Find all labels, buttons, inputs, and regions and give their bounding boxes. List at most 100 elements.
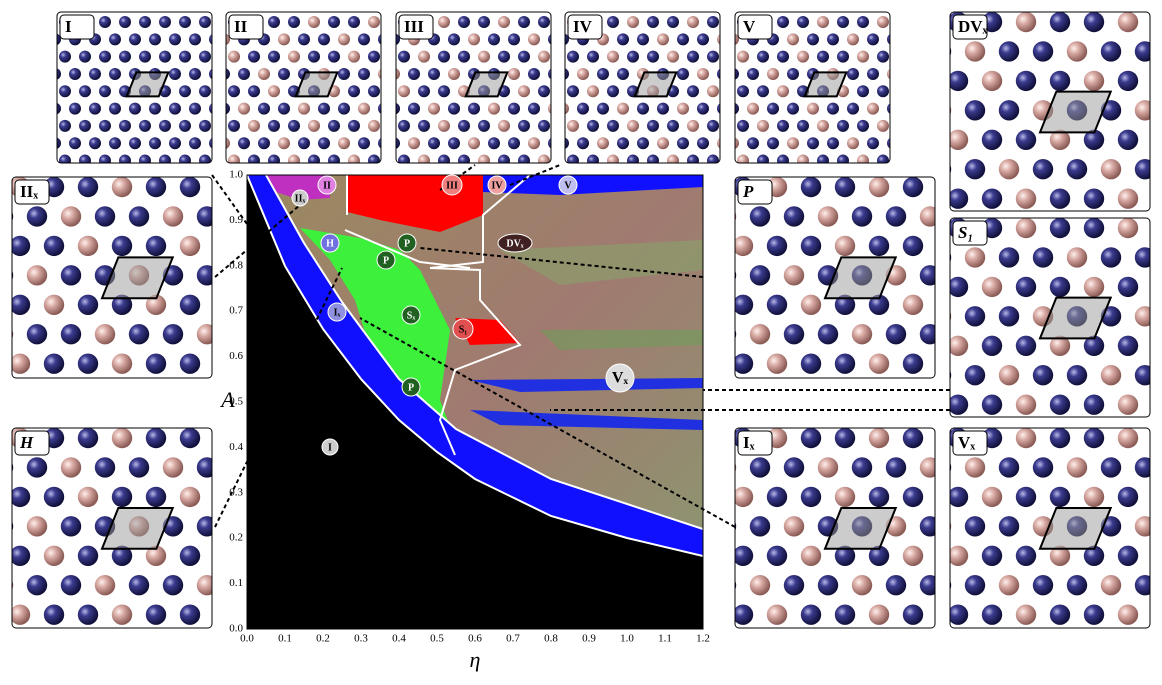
particle [95, 398, 115, 418]
particle [735, 67, 739, 80]
particle [1032, 41, 1054, 62]
particle [807, 137, 819, 150]
particle [478, 16, 490, 28]
particle [568, 0, 580, 11]
particle [800, 545, 822, 566]
x-tick-label: 0.8 [544, 633, 558, 645]
particle [627, 119, 639, 132]
particle [508, 0, 520, 11]
inset-frame [395, 11, 552, 164]
particle [735, 137, 739, 150]
particle [438, 16, 450, 28]
particle [1152, 546, 1162, 566]
x-tick-label: 0.6 [468, 633, 482, 645]
particle [1066, 159, 1088, 180]
particle [61, 398, 81, 418]
region-badge [327, 302, 347, 322]
particle [847, 67, 859, 80]
x-tick-label: 0.4 [392, 633, 406, 645]
particle [149, 102, 161, 115]
particle [868, 486, 890, 508]
particle [111, 428, 133, 449]
particle [907, 68, 919, 80]
particle [119, 119, 131, 132]
particle [518, 119, 530, 132]
particle [577, 137, 589, 150]
particle [27, 383, 47, 403]
particle [488, 102, 500, 115]
particle [12, 516, 14, 537]
region-badge [397, 233, 417, 253]
particle [1083, 129, 1105, 150]
particle [777, 119, 789, 132]
y-tick-label: 0.6 [229, 350, 243, 362]
particle [687, 85, 699, 98]
particle [877, 85, 889, 98]
region-badge [452, 318, 474, 340]
unit-cell [125, 71, 170, 98]
particle [998, 365, 1020, 386]
particle [428, 67, 440, 80]
particle [950, 188, 969, 209]
particle [817, 119, 829, 132]
particle [1049, 545, 1071, 566]
particle [1015, 129, 1037, 150]
unit-cell [823, 256, 898, 300]
particle [209, 33, 212, 46]
particle [468, 33, 480, 46]
particle [981, 394, 1003, 415]
particle [179, 50, 191, 63]
region-label: I [328, 442, 332, 453]
particle [907, 137, 919, 149]
particle [226, 33, 230, 46]
particle [757, 119, 769, 132]
particle [43, 604, 65, 625]
particle [26, 575, 48, 596]
particle [931, 0, 951, 3]
unit-cell [464, 71, 509, 98]
inset-frame [56, 11, 213, 164]
particle [998, 306, 1020, 327]
particle [60, 206, 82, 227]
particle [627, 16, 639, 28]
particle [197, 634, 217, 654]
particle [169, 137, 181, 150]
particle [735, 294, 754, 315]
particle [766, 353, 788, 374]
particle [258, 67, 270, 80]
particle [914, 394, 934, 414]
particle [109, 67, 121, 80]
particle [26, 457, 48, 478]
particle [1152, 277, 1162, 297]
particle [827, 33, 839, 46]
inset [12, 177, 234, 403]
particle [139, 154, 151, 163]
particle [1032, 365, 1054, 386]
particle [1033, 634, 1053, 654]
particle [196, 457, 212, 478]
label-box [737, 179, 773, 205]
particle [27, 398, 47, 418]
particle [214, 236, 234, 256]
particle [228, 119, 240, 132]
region [247, 175, 703, 629]
particle [418, 154, 430, 163]
particle [1049, 428, 1071, 449]
particle [378, 137, 381, 150]
inset-label: Vₓ [958, 433, 975, 452]
particle [428, 102, 440, 115]
particle [12, 206, 14, 227]
particle [458, 154, 470, 163]
particle [1083, 218, 1105, 239]
particle [737, 50, 749, 63]
particle [197, 398, 217, 418]
particle [964, 365, 986, 386]
x-tick-label: 1.1 [658, 633, 672, 645]
particle [1049, 129, 1071, 150]
particle [548, 67, 551, 80]
region-label: P [408, 382, 414, 393]
particle [488, 33, 500, 46]
particle [737, 119, 749, 132]
particle [587, 85, 599, 98]
particle [145, 353, 167, 374]
